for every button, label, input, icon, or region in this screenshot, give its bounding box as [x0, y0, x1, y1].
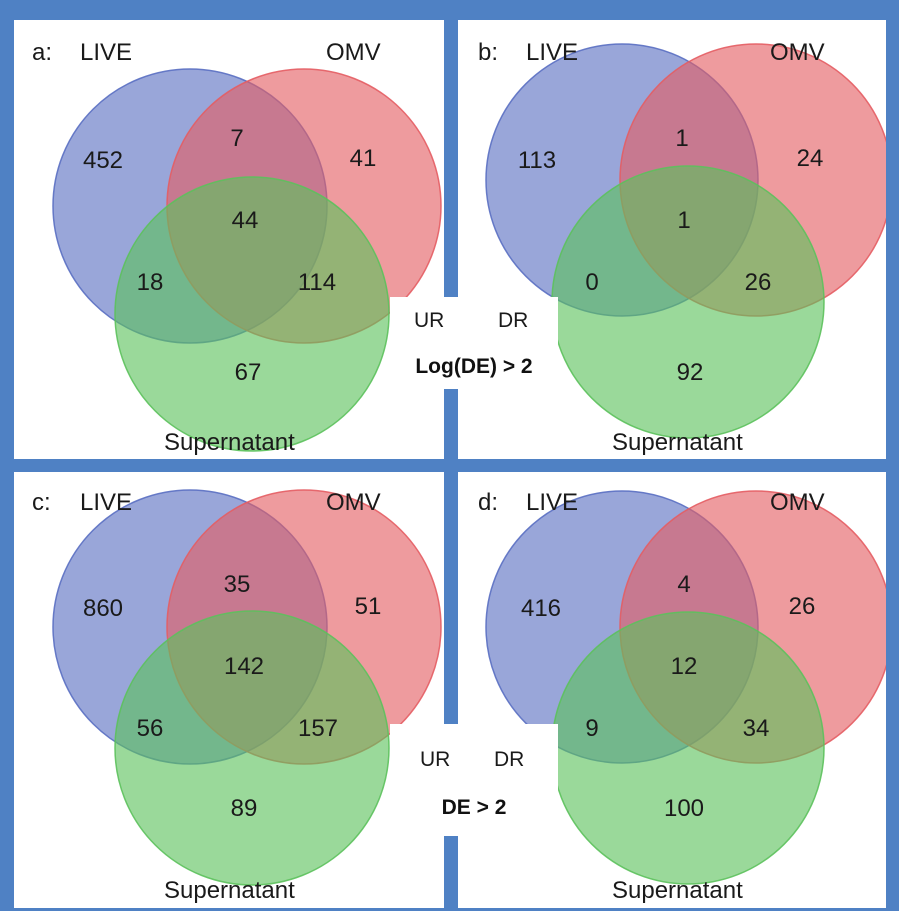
- count-omv-supernatant: 26: [745, 269, 772, 296]
- count-live-only: 416: [521, 595, 561, 622]
- venn-diagram-d: d: LIVE OMV Supernatant 416 4 26 12 9 34…: [478, 489, 886, 904]
- count-live-only: 452: [83, 147, 123, 174]
- set-label-supernatant: Supernatant: [612, 429, 743, 456]
- center-legend-bottom: UR DR DE > 2: [390, 724, 558, 836]
- venn-panel-d: d: LIVE OMV Supernatant 416 4 26 12 9 34…: [458, 472, 886, 908]
- set-label-omv: OMV: [326, 39, 381, 66]
- threshold-label: Log(DE) > 2: [415, 355, 533, 378]
- supernatant-circle: [114, 176, 390, 452]
- set-label-live: LIVE: [526, 489, 578, 516]
- count-omv-only: 24: [797, 145, 824, 172]
- venn-panel-b: b: LIVE OMV Supernatant 113 1 24 1 0 26 …: [458, 20, 886, 459]
- threshold-label: DE > 2: [441, 796, 507, 819]
- count-omv-only: 51: [355, 593, 382, 620]
- count-all-three: 142: [224, 653, 264, 680]
- venn-diagram-c: c: LIVE OMV Supernatant 860 35 51 142 56…: [32, 489, 442, 904]
- venn-panel-c: c: LIVE OMV Supernatant 860 35 51 142 56…: [14, 472, 444, 908]
- set-label-live: LIVE: [526, 39, 578, 66]
- count-omv-only: 41: [350, 145, 377, 172]
- center-legend-top: UR DR Log(DE) > 2: [390, 297, 558, 389]
- ur-label: UR: [420, 748, 451, 771]
- set-label-omv: OMV: [326, 489, 381, 516]
- count-omv-supernatant: 114: [298, 269, 336, 296]
- count-all-three: 12: [671, 653, 698, 680]
- count-live-supernatant: 18: [137, 269, 164, 296]
- set-label-supernatant: Supernatant: [164, 429, 295, 456]
- panel-letter: d:: [478, 489, 498, 516]
- count-supernatant-only: 67: [235, 359, 262, 386]
- dr-label: DR: [498, 309, 529, 332]
- set-label-supernatant: Supernatant: [612, 877, 743, 904]
- count-live-supernatant: 9: [585, 715, 598, 742]
- count-live-only: 860: [83, 595, 123, 622]
- panel-letter: a:: [32, 39, 52, 66]
- panel-letter: c:: [32, 489, 51, 516]
- dr-label: DR: [494, 748, 525, 771]
- count-live-omv: 1: [675, 125, 688, 152]
- count-all-three: 44: [232, 207, 259, 234]
- count-all-three: 1: [677, 207, 690, 234]
- set-label-omv: OMV: [770, 489, 825, 516]
- count-omv-supernatant: 157: [298, 715, 338, 742]
- count-live-supernatant: 0: [585, 269, 598, 296]
- set-label-omv: OMV: [770, 39, 825, 66]
- count-omv-supernatant: 34: [743, 715, 770, 742]
- count-omv-only: 26: [789, 593, 816, 620]
- venn-diagram-b: b: LIVE OMV Supernatant 113 1 24 1 0 26 …: [478, 39, 886, 456]
- ur-label: UR: [414, 309, 445, 332]
- set-label-supernatant: Supernatant: [164, 877, 295, 904]
- venn-diagram-a: a: LIVE OMV Supernatant 452 7 41 44 18 1…: [32, 39, 442, 456]
- count-supernatant-only: 92: [677, 359, 704, 386]
- count-live-omv: 7: [230, 125, 243, 152]
- panel-letter: b:: [478, 39, 498, 66]
- set-label-live: LIVE: [80, 39, 132, 66]
- count-supernatant-only: 89: [231, 795, 258, 822]
- venn-panel-a: a: LIVE OMV Supernatant 452 7 41 44 18 1…: [14, 20, 444, 459]
- count-live-omv: 4: [677, 571, 690, 598]
- count-live-supernatant: 56: [137, 715, 164, 742]
- count-live-omv: 35: [224, 571, 251, 598]
- count-supernatant-only: 100: [664, 795, 704, 822]
- set-label-live: LIVE: [80, 489, 132, 516]
- supernatant-circle: [114, 610, 390, 886]
- count-live-only: 113: [518, 147, 556, 174]
